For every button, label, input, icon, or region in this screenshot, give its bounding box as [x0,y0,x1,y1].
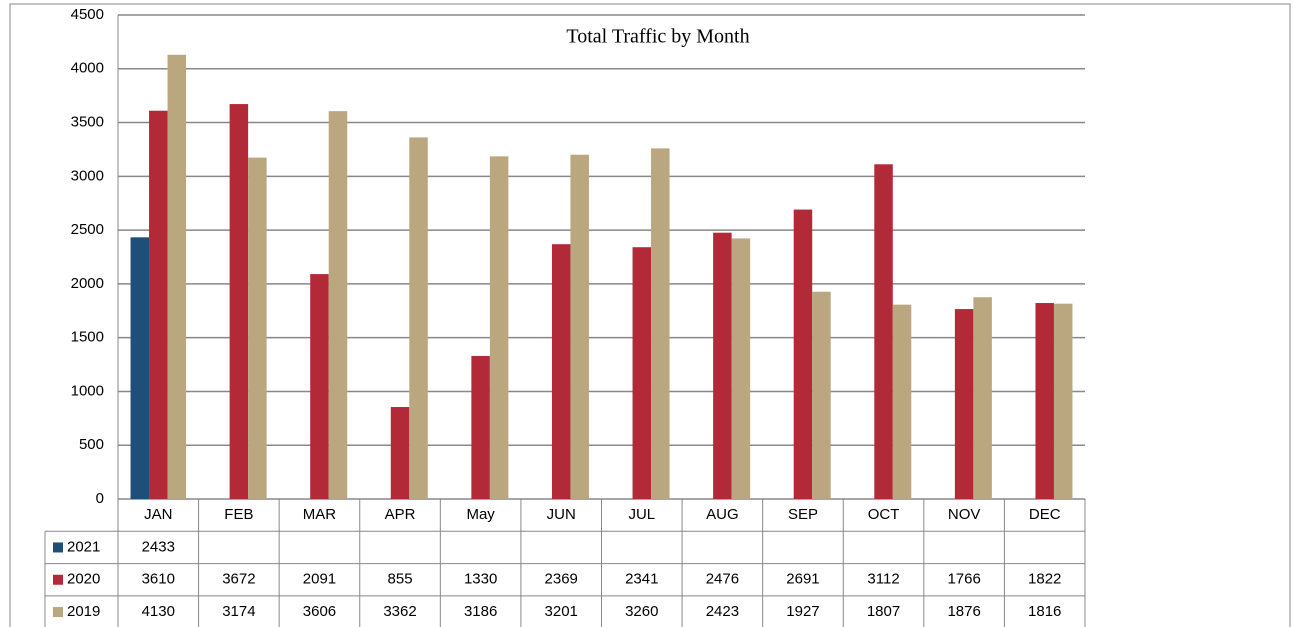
bar [328,111,348,499]
table-value: 1816 [1028,603,1061,620]
x-tick-label: MAR [303,506,337,523]
bar [130,237,150,500]
table-value: 3186 [464,603,497,620]
table-value: 3362 [383,603,416,620]
table-value: 3606 [303,603,336,620]
table-value: 2369 [545,571,578,588]
bar [1053,303,1073,499]
bar [489,156,509,499]
table-value: 2091 [303,571,336,588]
y-tick-label: 3000 [71,167,104,184]
legend-swatch [53,574,63,585]
bar [248,157,267,500]
bar [713,232,732,499]
table-value: 3260 [625,603,658,620]
bar [651,148,670,499]
table-value: 3610 [142,571,175,588]
y-tick-label: 1000 [71,382,104,399]
table-value: 2341 [625,571,658,588]
legend-label: 2021 [67,538,100,555]
table-value: 3201 [545,603,578,620]
y-tick-label: 3500 [71,114,104,131]
x-tick-label: JAN [144,506,172,523]
legend-swatch [53,542,63,553]
table-value: 1766 [947,571,980,588]
bar [409,137,428,499]
y-tick-label: 2500 [71,221,104,238]
table-value: 2476 [706,571,739,588]
bar [471,355,490,499]
x-tick-label: NOV [948,506,981,523]
table-value: 1807 [867,603,900,620]
y-tick-label: 1500 [71,329,104,346]
table-value: 1876 [947,603,980,620]
table-value: 1330 [464,571,497,588]
bar [954,309,974,499]
table-value: 2691 [786,571,819,588]
bar [1035,303,1054,499]
x-tick-label: APR [385,506,416,523]
table-value: 4130 [142,603,175,620]
bar [570,154,589,499]
y-tick-label: 4000 [71,60,104,77]
bar [167,54,187,499]
y-tick-label: 0 [96,490,104,507]
legend-label: 2019 [67,603,100,620]
y-tick-label: 4500 [71,6,104,23]
x-tick-label: OCT [868,506,900,523]
y-tick-label: 2000 [71,275,104,292]
table-value: 2433 [142,538,175,555]
bar [390,407,410,499]
bar [874,164,893,499]
chart-title: Total Traffic by Month [566,26,749,48]
bar [632,247,652,499]
legend-label: 2020 [67,571,100,588]
x-tick-label: AUG [706,506,739,523]
x-tick-label: JUN [547,506,576,523]
bar [310,274,329,499]
table-value: 1822 [1028,571,1061,588]
frame [9,3,1291,627]
legend-swatch [53,607,63,618]
x-tick-label: SEP [788,506,818,523]
bar [229,104,249,499]
table-value: 3672 [222,571,255,588]
bar [812,291,831,499]
bar [973,297,992,499]
table-value: 3112 [867,571,899,588]
x-tick-label: May [466,506,495,523]
y-tick-label: 500 [79,436,104,453]
bar [551,244,571,499]
table-value: 855 [388,571,413,588]
bar [793,209,813,499]
bar [892,304,912,499]
bar [149,110,168,500]
x-tick-label: FEB [224,506,253,523]
x-tick-label: DEC [1029,506,1061,523]
table-value: 2423 [706,603,739,620]
table-value: 1927 [786,603,819,620]
bar [731,238,751,499]
x-tick-label: JUL [628,506,655,523]
table-value: 3174 [222,603,255,620]
